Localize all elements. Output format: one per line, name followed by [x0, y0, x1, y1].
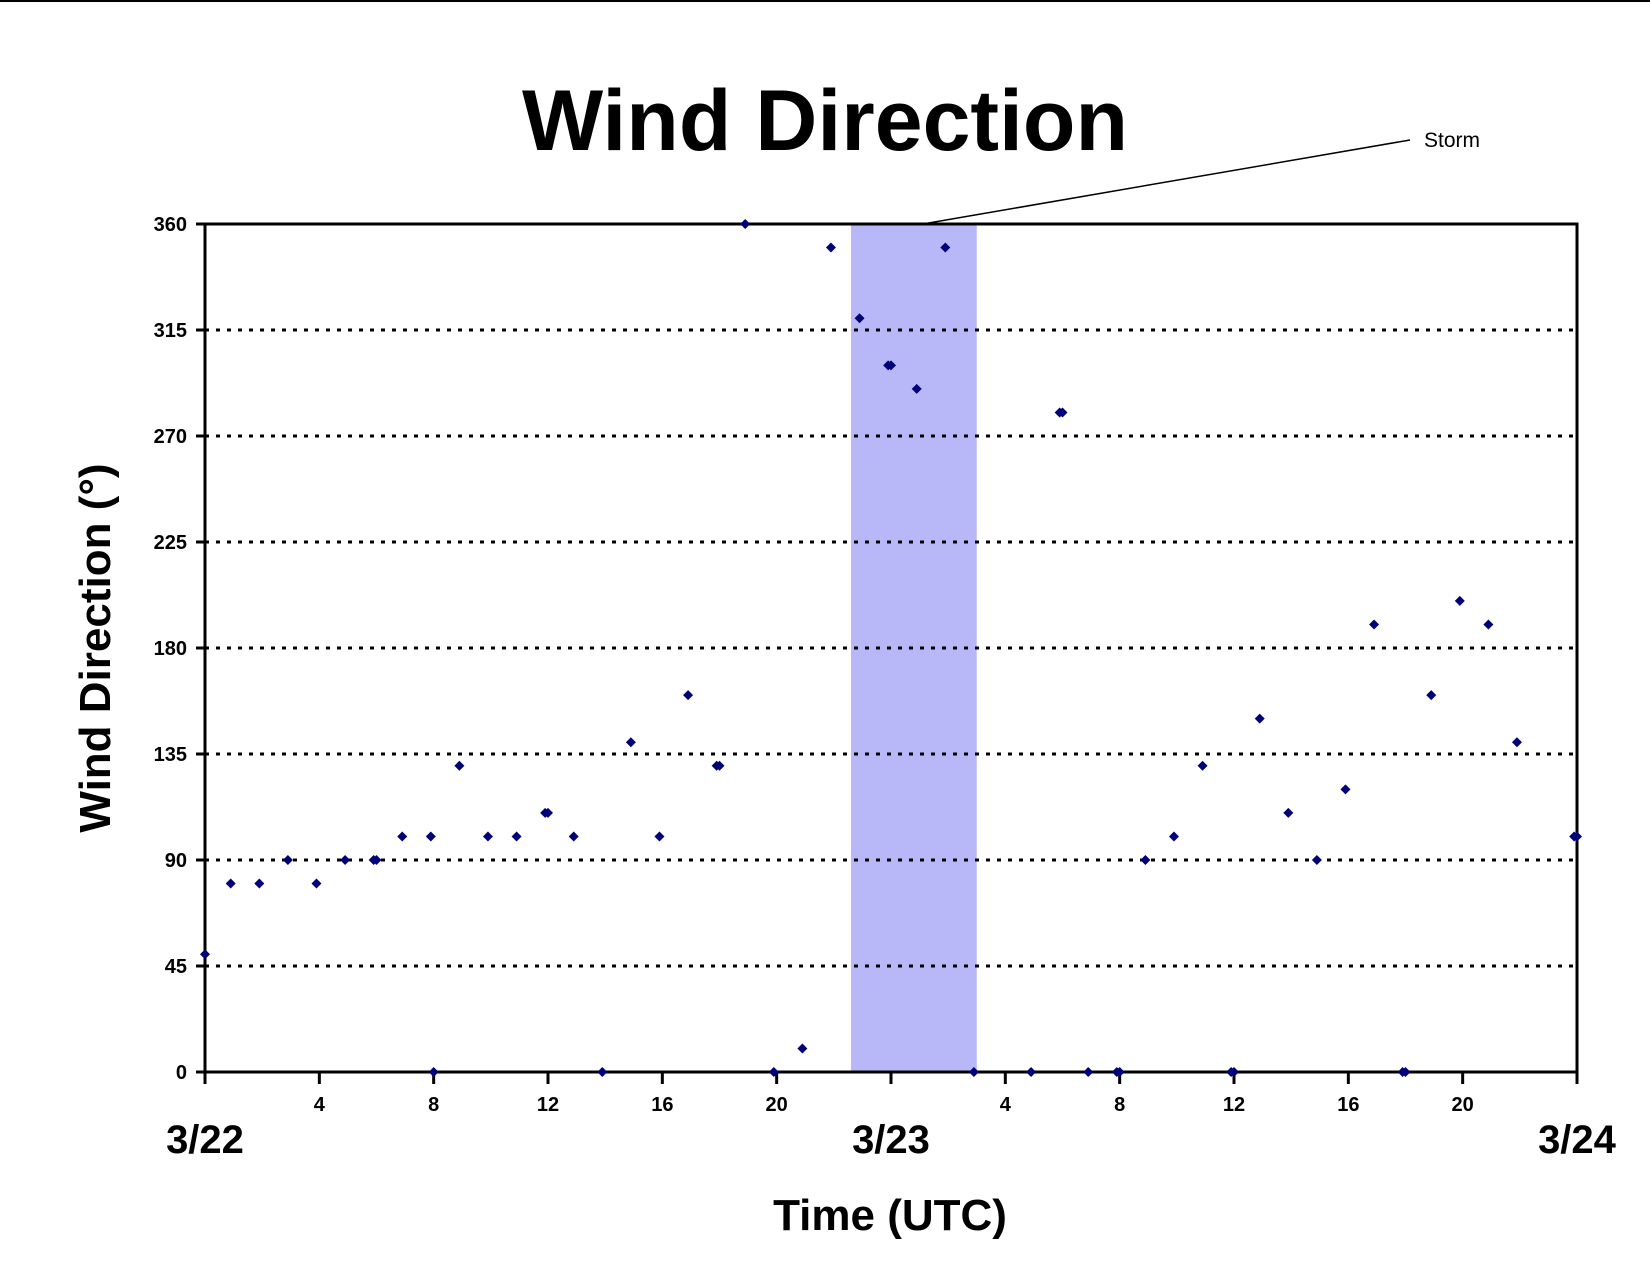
x-tick-label: 4: [314, 1094, 326, 1116]
y-tick-label: 90: [165, 850, 187, 872]
data-point: [225, 878, 236, 889]
y-axis-ticks: 0 45 90 135 180 225 270 315 360: [154, 214, 205, 1084]
data-point: [254, 878, 265, 889]
data-point: [768, 1067, 779, 1077]
data-point: [654, 831, 665, 842]
data-point: [1340, 784, 1351, 795]
gridlines: [205, 328, 1577, 968]
data-point: [371, 855, 382, 865]
data-point: [886, 360, 896, 371]
data-point: [1197, 760, 1208, 771]
data-point: [482, 831, 493, 842]
data-point: [1168, 831, 1179, 842]
data-point: [511, 831, 522, 842]
date-label: 3/23: [852, 1118, 930, 1162]
y-axis-label: Wind Direction (°): [71, 463, 120, 832]
data-point: [625, 737, 636, 748]
data-point: [311, 878, 322, 889]
x-tick-label: 16: [651, 1094, 673, 1116]
data-points: [200, 219, 1582, 1077]
data-point: [1483, 619, 1494, 630]
data-point: [397, 831, 408, 842]
data-point: [1454, 595, 1465, 606]
x-tick-label: 8: [1114, 1094, 1125, 1116]
x-axis-label: Time (UTC): [773, 1191, 1007, 1240]
top-border-line: [0, 0, 1650, 2]
data-point: [1426, 690, 1437, 701]
data-point: [425, 831, 436, 842]
data-point: [825, 242, 836, 253]
x-tick-label: 8: [428, 1094, 439, 1116]
storm-shaded-region-layer: [850, 224, 977, 1072]
data-point: [1400, 1067, 1411, 1077]
data-point: [797, 1043, 808, 1054]
data-point: [968, 1067, 979, 1077]
date-labels: 3/22 3/23 3/24: [166, 1118, 1617, 1162]
data-point: [597, 1067, 608, 1077]
data-point: [1114, 1067, 1125, 1077]
storm-shaded-region: [850, 224, 977, 1072]
storm-annotation: Storm: [922, 129, 1480, 225]
y-tick-label: 315: [154, 320, 187, 342]
x-tick-label: 16: [1337, 1094, 1359, 1116]
y-tick-label: 45: [165, 956, 187, 978]
date-label: 3/22: [166, 1118, 244, 1162]
y-tick-label: 135: [154, 744, 187, 766]
data-point: [940, 242, 951, 253]
data-point: [340, 855, 351, 865]
data-point: [683, 690, 694, 701]
data-point: [854, 313, 865, 324]
x-tick-label: 12: [1223, 1094, 1245, 1116]
y-tick-label: 225: [154, 532, 187, 554]
y-tick-label: 0: [176, 1062, 187, 1084]
data-point: [1283, 807, 1294, 818]
data-point: [200, 949, 210, 960]
x-tick-label: 20: [766, 1094, 788, 1116]
data-point: [454, 760, 465, 771]
x-tick-label: 20: [1452, 1094, 1474, 1116]
data-point: [543, 807, 553, 818]
data-point: [1026, 1067, 1037, 1077]
data-point: [1229, 1067, 1239, 1077]
data-point: [911, 383, 922, 394]
data-point: [1057, 407, 1068, 418]
data-point: [740, 219, 751, 229]
x-axis-ticks: 4 8 12 16 20 4 8 12 16 20: [203, 1072, 1579, 1116]
data-point: [428, 1067, 439, 1077]
data-point: [1083, 1067, 1094, 1077]
x-tick-label: 12: [537, 1094, 559, 1116]
data-point: [1369, 619, 1380, 630]
data-point: [282, 855, 293, 865]
data-point: [1254, 713, 1265, 724]
y-tick-label: 360: [154, 214, 187, 236]
chart-title: Wind Direction: [522, 73, 1128, 169]
y-tick-label: 180: [154, 638, 187, 660]
data-point: [1311, 855, 1322, 865]
date-label: 3/24: [1538, 1118, 1617, 1162]
data-point: [1572, 831, 1582, 842]
data-point: [568, 831, 579, 842]
x-tick-label: 4: [1000, 1094, 1012, 1116]
data-point: [1140, 855, 1151, 865]
y-tick-label: 270: [154, 426, 187, 448]
data-point: [1511, 737, 1522, 748]
storm-callout-line: [922, 139, 1411, 225]
data-point: [714, 760, 725, 771]
storm-annotation-label: Storm: [1424, 129, 1480, 152]
